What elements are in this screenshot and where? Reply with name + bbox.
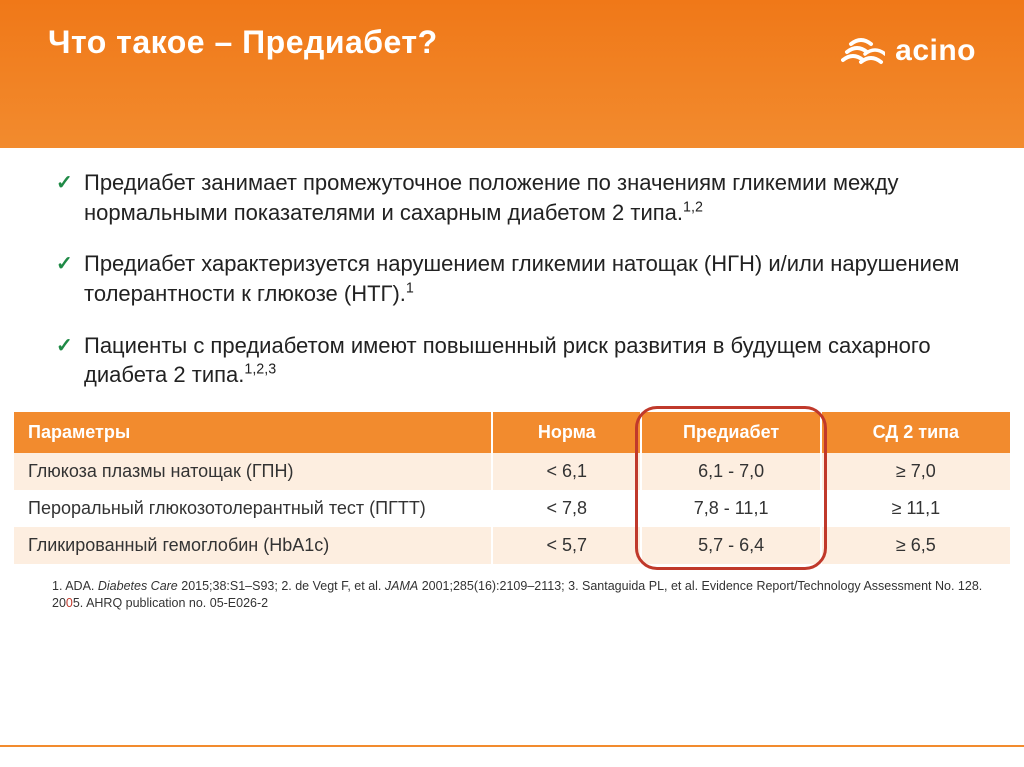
table-header-row: Параметры Норма Предиабет СД 2 типа [14,412,1010,453]
cell-sd: ≥ 11,1 [821,490,1010,527]
col-header-norm: Норма [492,412,641,453]
footnote-text: 2015;38:S1–S93; 2. de Vegt F, et al. [178,579,385,593]
cell-param: Гликированный гемоглобин (HbA1c) [14,527,492,564]
cell-norm: < 6,1 [492,453,641,490]
col-header-sd: СД 2 типа [821,412,1010,453]
bullet-text: Пациенты с предиабетом имеют повышенный … [84,333,931,388]
cell-param: Глюкоза плазмы натощак (ГПН) [14,453,492,490]
bullet-list: Предиабет занимает промежуточное положен… [56,168,976,390]
bullet-sup: 1,2 [683,199,703,215]
bullet-text: Предиабет занимает промежуточное положен… [84,170,899,225]
bullet-item: Предиабет занимает промежуточное положен… [56,168,976,227]
cell-pre: 6,1 - 7,0 [641,453,820,490]
col-header-param: Параметры [14,412,492,453]
table-row: Глюкоза плазмы натощак (ГПН) < 6,1 6,1 -… [14,453,1010,490]
table-row: Гликированный гемоглобин (HbA1c) < 5,7 5… [14,527,1010,564]
slide-header: Что такое – Предиабет? acino [0,0,1024,148]
cell-sd: ≥ 7,0 [821,453,1010,490]
bullet-sup: 1,2,3 [244,362,276,378]
cell-sd: ≥ 6,5 [821,527,1010,564]
slide-title: Что такое – Предиабет? [48,24,438,61]
footnote-text: 1. ADA. [52,579,98,593]
bullet-item: Предиабет характеризуется нарушением гли… [56,249,976,308]
brand-logo: acino [841,28,976,73]
cell-param: Пероральный глюкозотолерантный тест (ПГТ… [14,490,492,527]
brand-name: acino [895,34,976,68]
bullet-sup: 1 [406,281,414,297]
slide-body: Предиабет занимает промежуточное положен… [0,148,1024,390]
cell-pre: 7,8 - 11,1 [641,490,820,527]
parameters-table: Параметры Норма Предиабет СД 2 типа Глюк… [14,412,1010,564]
footnote-red-digit: 0 [66,596,73,610]
cell-norm: < 7,8 [492,490,641,527]
references-footnote: 1. ADA. Diabetes Care 2015;38:S1–S93; 2.… [0,564,1024,612]
data-table-wrap: Параметры Норма Предиабет СД 2 типа Глюк… [14,412,1010,564]
cell-pre: 5,7 - 6,4 [641,527,820,564]
bullet-item: Пациенты с предиабетом имеют повышенный … [56,331,976,390]
bullet-text: Предиабет характеризуется нарушением гли… [84,251,959,306]
table-row: Пероральный глюкозотолерантный тест (ПГТ… [14,490,1010,527]
cell-norm: < 5,7 [492,527,641,564]
col-header-pre: Предиабет [641,412,820,453]
footnote-italic: Diabetes Care [98,579,178,593]
footnote-text: 5. AHRQ publication no. 05-E026-2 [73,596,268,610]
footnote-italic: JAMA [385,579,418,593]
footer-accent-line [0,745,1024,747]
acino-waves-icon [841,28,885,73]
